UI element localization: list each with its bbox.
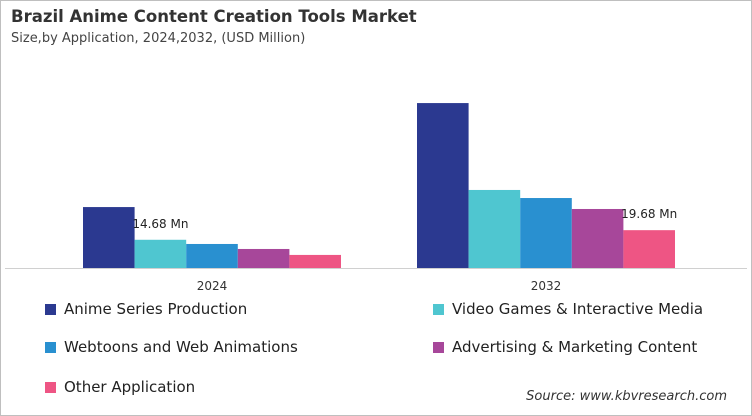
bar-2024-4 — [289, 254, 341, 268]
bar-2024-2 — [186, 243, 238, 268]
legend-item: Webtoons and Web Animations — [45, 338, 298, 356]
legend-label: Anime Series Production — [64, 300, 248, 318]
legend-item: Advertising & Marketing Content — [433, 338, 697, 356]
bar-2032-3 — [571, 208, 624, 268]
bar-2032-0 — [417, 103, 469, 268]
bar-2024-3 — [237, 248, 290, 268]
legend-label: Advertising & Marketing Content — [452, 338, 698, 356]
source-note: Source: www.kbvresearch.com — [526, 389, 727, 404]
bar-2024-1 — [134, 239, 187, 268]
legend-swatch — [45, 341, 56, 353]
chart-subtitle: Size,by Application, 2024,2032, (USD Mil… — [11, 31, 306, 46]
legend-label: Video Games & Interactive Media — [452, 300, 704, 318]
legend-label: Webtoons and Web Animations — [64, 338, 298, 356]
data-label-1: 19.68 Mn — [621, 207, 677, 221]
bar-2032-2 — [520, 198, 572, 268]
legend-swatch — [45, 303, 56, 315]
bar-chart: 2024 2032 14.68 Mn 19.68 Mn — [5, 103, 747, 293]
legend-swatch — [45, 381, 56, 393]
x-tick-label-2024: 2024 — [197, 279, 228, 293]
x-tick-label-2032: 2032 — [531, 279, 562, 293]
bar-2024-0 — [83, 207, 135, 268]
legend-item: Video Games & Interactive Media — [433, 300, 703, 318]
legend-swatch — [433, 341, 444, 353]
chart-title: Brazil Anime Content Creation Tools Mark… — [11, 7, 417, 26]
legend-label: Other Application — [64, 378, 196, 396]
legend-item: Other Application — [45, 378, 195, 396]
data-label-0: 14.68 Mn — [132, 217, 188, 231]
bar-2032-4 — [623, 230, 675, 268]
bar-2032-1 — [468, 189, 521, 268]
legend-item: Anime Series Production — [45, 300, 247, 318]
legend-swatch — [433, 303, 444, 315]
